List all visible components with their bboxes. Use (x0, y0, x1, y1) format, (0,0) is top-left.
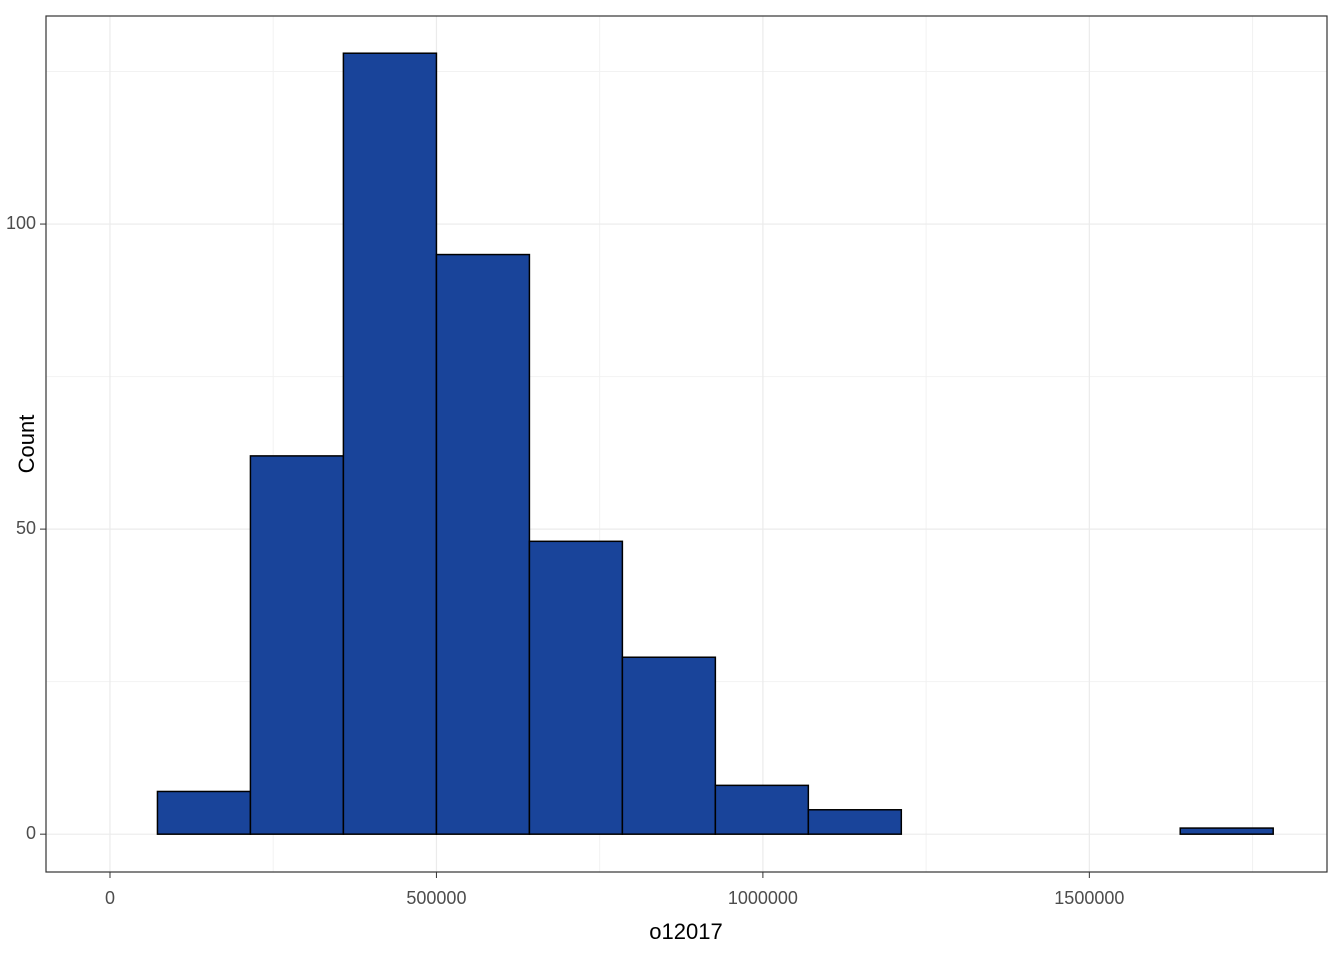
y-tick-label: 0 (26, 823, 36, 843)
bar (621, 656, 717, 835)
bar (528, 540, 624, 835)
x-tick-label: 1500000 (1054, 888, 1124, 908)
x-tick-label: 500000 (406, 888, 466, 908)
bar (435, 253, 531, 835)
y-tick-label: 100 (6, 213, 36, 233)
y-axis-title: Count (14, 415, 39, 474)
plot-border (45, 15, 1328, 873)
x-axis-title: o12017 (649, 919, 722, 944)
x-tick-label: 1000000 (728, 888, 798, 908)
bar (249, 455, 345, 835)
y-tick-label: 50 (16, 518, 36, 538)
x-tick-label: 0 (105, 888, 115, 908)
bar (714, 784, 810, 835)
bar (1179, 827, 1274, 835)
bar (342, 52, 438, 835)
bar (807, 809, 903, 835)
bar (156, 790, 252, 835)
